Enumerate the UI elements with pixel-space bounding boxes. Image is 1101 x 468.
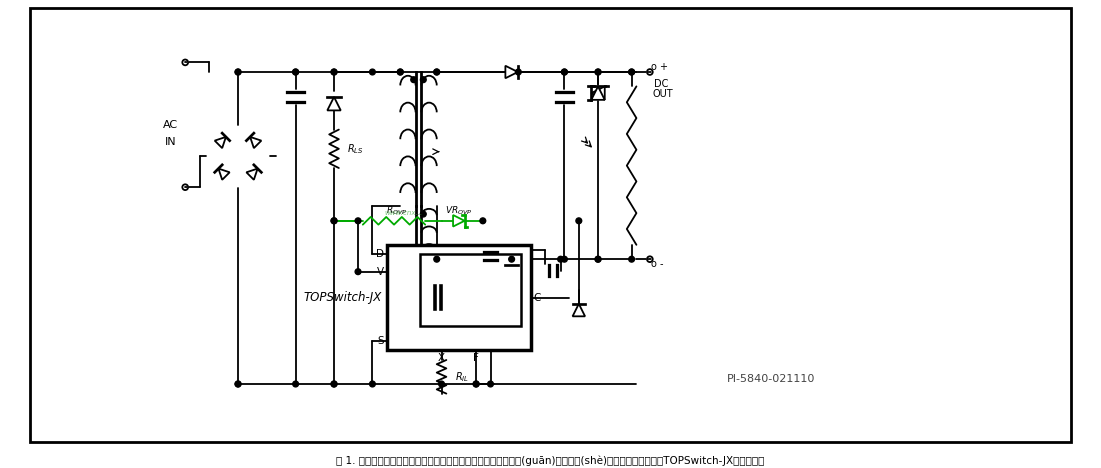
Bar bbox=[421, 255, 521, 326]
Circle shape bbox=[596, 69, 601, 75]
Polygon shape bbox=[505, 265, 517, 278]
Text: AC: AC bbox=[163, 120, 178, 130]
Polygon shape bbox=[591, 87, 604, 100]
Text: o -: o - bbox=[651, 259, 663, 269]
Text: DC: DC bbox=[654, 79, 668, 88]
Circle shape bbox=[236, 69, 241, 75]
Text: F: F bbox=[473, 353, 479, 363]
Text: S: S bbox=[378, 336, 384, 346]
Polygon shape bbox=[247, 168, 258, 180]
Circle shape bbox=[356, 218, 361, 224]
Text: X: X bbox=[438, 353, 445, 363]
Text: TOPSwitch-JX: TOPSwitch-JX bbox=[304, 291, 382, 304]
Bar bbox=[386, 245, 531, 351]
Text: V: V bbox=[377, 267, 384, 277]
Text: $VR_{OVP}$: $VR_{OVP}$ bbox=[445, 205, 472, 218]
Text: o +: o + bbox=[651, 62, 668, 72]
Circle shape bbox=[629, 69, 634, 75]
Polygon shape bbox=[215, 137, 226, 148]
Text: www.cnx...: www.cnx... bbox=[384, 210, 423, 216]
Text: 圖 1. 具有初級檢測的輸出過壓保護、輸入欠壓鎖存、輸入過壓關(guān)斷及可設(shè)定流限值功能的典型TOPSwitch-JX反激式電源: 圖 1. 具有初級檢測的輸出過壓保護、輸入欠壓鎖存、輸入過壓關(guān)斷及可… bbox=[336, 455, 765, 466]
Polygon shape bbox=[218, 168, 230, 180]
Circle shape bbox=[331, 381, 337, 387]
Circle shape bbox=[293, 69, 298, 75]
Circle shape bbox=[293, 69, 298, 75]
Circle shape bbox=[558, 256, 564, 262]
Circle shape bbox=[629, 256, 634, 262]
Circle shape bbox=[562, 69, 567, 75]
Polygon shape bbox=[327, 97, 340, 110]
Polygon shape bbox=[591, 87, 604, 100]
Circle shape bbox=[434, 69, 439, 75]
Circle shape bbox=[515, 69, 521, 75]
Circle shape bbox=[236, 69, 241, 75]
Circle shape bbox=[473, 381, 479, 387]
Circle shape bbox=[236, 381, 241, 387]
Circle shape bbox=[629, 69, 634, 75]
Circle shape bbox=[596, 256, 601, 262]
Circle shape bbox=[562, 69, 567, 75]
Circle shape bbox=[596, 69, 601, 75]
Circle shape bbox=[473, 381, 479, 387]
Text: C: C bbox=[534, 292, 541, 303]
Circle shape bbox=[438, 381, 445, 387]
Circle shape bbox=[331, 218, 337, 224]
Polygon shape bbox=[453, 215, 465, 227]
Polygon shape bbox=[573, 304, 585, 316]
Circle shape bbox=[421, 77, 426, 82]
Circle shape bbox=[509, 256, 514, 262]
Text: D: D bbox=[375, 249, 384, 259]
Circle shape bbox=[331, 381, 337, 387]
Circle shape bbox=[331, 69, 337, 75]
Text: $R_{LS}$: $R_{LS}$ bbox=[348, 142, 364, 156]
Circle shape bbox=[411, 77, 416, 82]
Circle shape bbox=[596, 256, 601, 262]
Circle shape bbox=[480, 218, 486, 224]
Text: $R_{OVP}$: $R_{OVP}$ bbox=[385, 205, 407, 218]
Text: OUT: OUT bbox=[653, 89, 674, 99]
Text: $R_{IL}$: $R_{IL}$ bbox=[455, 370, 469, 384]
Circle shape bbox=[370, 381, 375, 387]
Text: CONTROL: CONTROL bbox=[443, 261, 499, 271]
Circle shape bbox=[434, 256, 439, 262]
Circle shape bbox=[236, 381, 241, 387]
Circle shape bbox=[293, 381, 298, 387]
Circle shape bbox=[434, 69, 439, 75]
Circle shape bbox=[421, 211, 426, 217]
Circle shape bbox=[562, 256, 567, 262]
Circle shape bbox=[331, 69, 337, 75]
Circle shape bbox=[488, 381, 493, 387]
Text: IN: IN bbox=[165, 137, 176, 147]
Polygon shape bbox=[505, 66, 517, 78]
Text: PI-5840-021110: PI-5840-021110 bbox=[727, 374, 815, 384]
Circle shape bbox=[331, 218, 337, 224]
Circle shape bbox=[370, 69, 375, 75]
Polygon shape bbox=[250, 137, 261, 148]
Circle shape bbox=[397, 69, 403, 75]
Circle shape bbox=[397, 69, 403, 75]
Circle shape bbox=[576, 218, 581, 224]
Circle shape bbox=[356, 269, 361, 275]
